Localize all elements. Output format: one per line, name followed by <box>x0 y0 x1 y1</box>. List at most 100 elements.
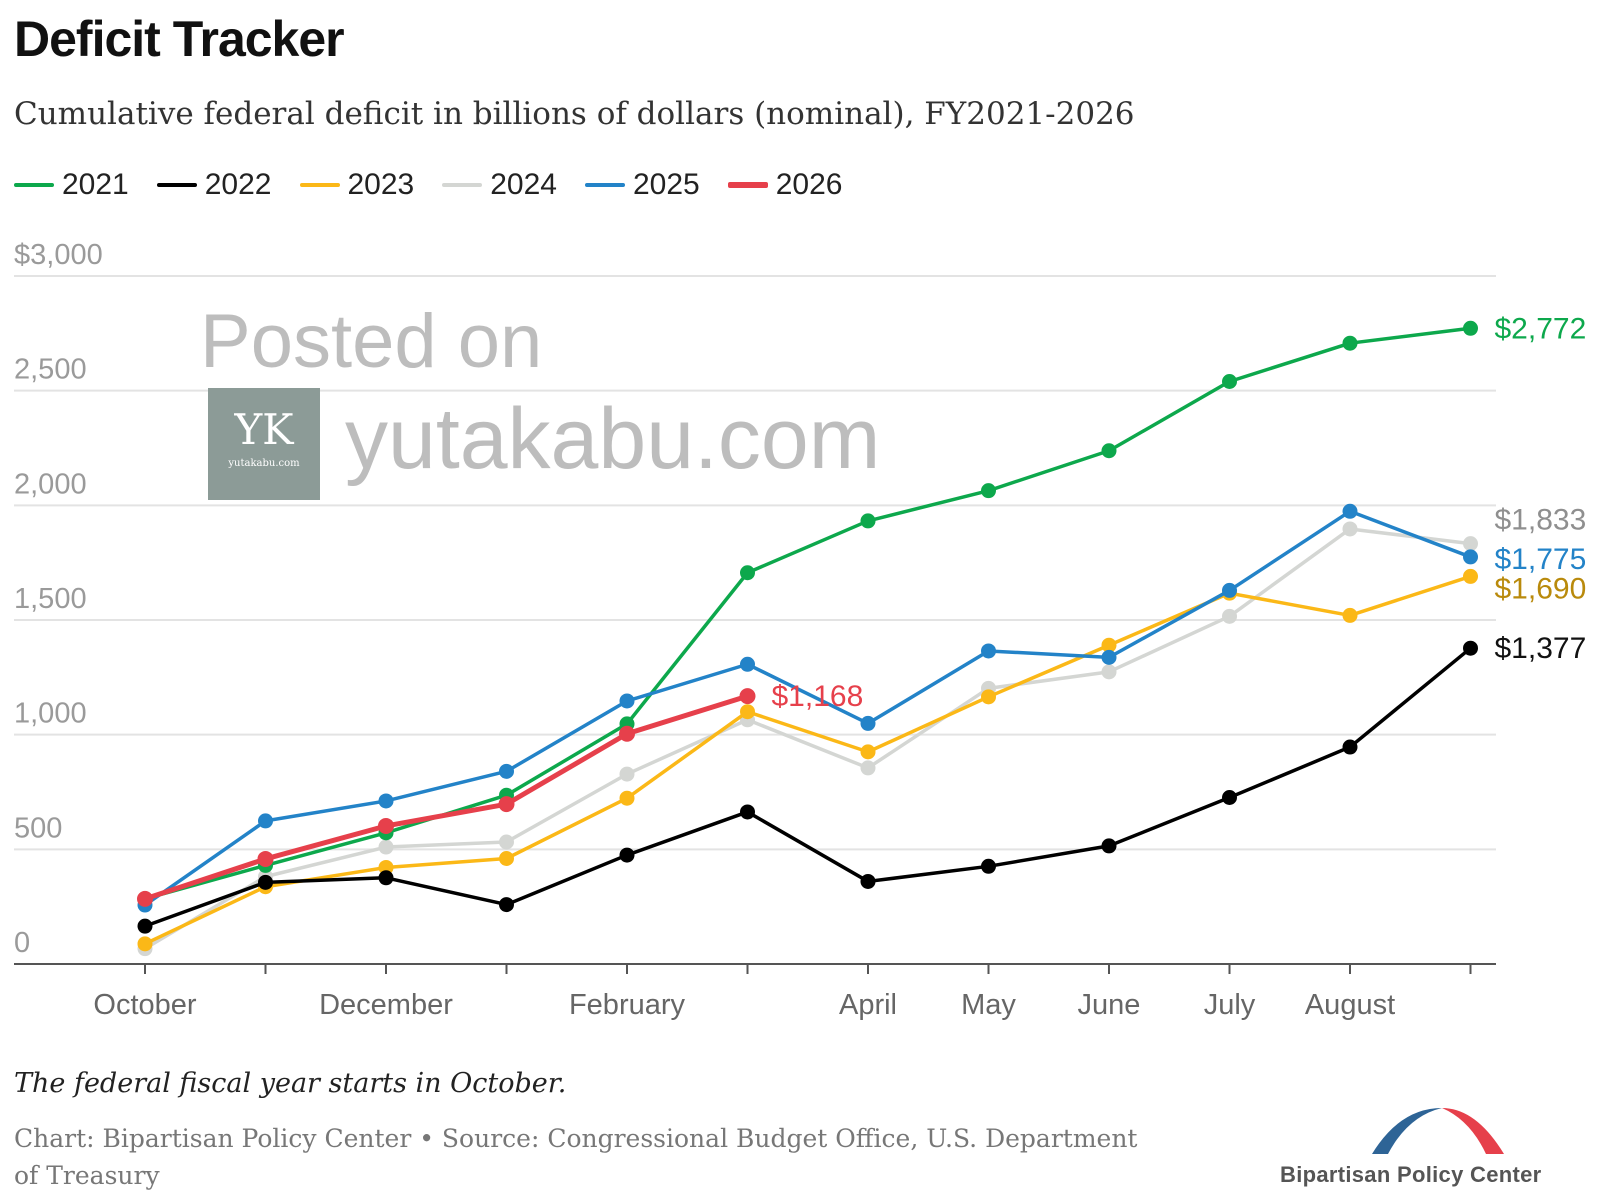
data-point-2025 <box>981 643 996 659</box>
series-layer <box>137 320 1478 957</box>
data-point-2024 <box>378 839 394 855</box>
chart-legend: 2021 2022 2023 2024 2025 2026 <box>14 168 871 202</box>
data-point-2023 <box>137 936 153 952</box>
data-point-2026 <box>378 817 394 834</box>
data-point-2021 <box>860 513 876 529</box>
legend-item-2026: 2026 <box>727 168 843 202</box>
legend-swatch-2021 <box>14 183 54 187</box>
legend-swatch-2024 <box>442 183 483 187</box>
legend-label-2023: 2023 <box>347 168 415 201</box>
data-point-2026 <box>619 725 635 742</box>
legend-swatch-2025 <box>585 183 625 187</box>
data-point-2025 <box>378 793 394 809</box>
data-point-2023 <box>1101 637 1117 653</box>
y-tick-label: 1,500 <box>14 583 87 615</box>
legend-label-2024: 2024 <box>490 168 557 201</box>
legend-swatch-2022 <box>156 183 197 187</box>
y-tick-label: 0 <box>14 927 30 959</box>
data-point-2024 <box>1222 608 1237 624</box>
data-point-2022 <box>1342 739 1358 755</box>
data-point-2022 <box>378 870 394 886</box>
bpc-logo-icon <box>1372 1108 1504 1154</box>
watermark-logo: YK yutakabu.com <box>208 388 320 500</box>
series-line-2023 <box>143 574 1473 946</box>
end-label-2021: $2,772 <box>1495 312 1587 345</box>
data-point-2021 <box>1463 320 1478 336</box>
legend-item-2021: 2021 <box>14 168 129 202</box>
data-point-2023 <box>1342 607 1358 623</box>
data-point-2022 <box>1222 790 1237 806</box>
chart-subtitle: Cumulative federal deficit in billions o… <box>14 96 1135 132</box>
chart-title: Deficit Tracker <box>14 11 345 67</box>
end-label-2025: $1,775 <box>1495 543 1587 576</box>
data-point-2021 <box>1101 443 1117 459</box>
data-point-2023 <box>860 744 876 760</box>
data-point-2022 <box>1101 838 1117 854</box>
data-point-2021 <box>981 483 996 499</box>
watermark-logo-mark: YK <box>234 405 294 454</box>
data-point-2026 <box>739 688 756 705</box>
data-point-2025 <box>1342 503 1358 519</box>
legend-swatch-2026 <box>727 182 768 188</box>
data-point-2022 <box>619 847 635 863</box>
legend-label-2026: 2026 <box>775 168 843 201</box>
watermark-posted-text: Posted on <box>200 299 543 384</box>
x-tick-label: May <box>961 989 1016 1021</box>
series-line-2024 <box>143 527 1473 951</box>
data-point-2025 <box>860 715 876 731</box>
legend-item-2024: 2024 <box>442 168 557 202</box>
data-point-2023 <box>378 859 394 875</box>
data-point-2025 <box>1463 549 1478 565</box>
end-label-2026: $1,168 <box>772 680 864 713</box>
data-point-2022 <box>981 858 996 874</box>
x-tick-label: December <box>319 989 453 1021</box>
x-tick-label: August <box>1305 989 1395 1021</box>
x-tick-label: June <box>1078 989 1141 1021</box>
data-point-2023 <box>740 704 755 720</box>
data-point-2024 <box>1463 536 1478 552</box>
data-point-2021 <box>1222 373 1237 389</box>
legend-label-2021: 2021 <box>62 168 129 201</box>
data-point-2023 <box>499 851 514 867</box>
series-line-2026 <box>142 693 750 902</box>
data-point-2025 <box>1222 582 1237 598</box>
data-point-2022 <box>860 873 876 889</box>
data-point-2024 <box>499 834 514 850</box>
legend-item-2022: 2022 <box>156 168 272 202</box>
data-point-2023 <box>619 790 635 806</box>
data-point-2025 <box>1101 649 1117 665</box>
data-point-2026 <box>137 890 153 907</box>
data-point-2025 <box>499 763 514 779</box>
bpc-brand-text: Bipartisan Policy Center <box>1280 1162 1542 1187</box>
data-point-2022 <box>137 918 153 934</box>
x-tick-label: February <box>569 989 686 1021</box>
data-point-2022 <box>258 874 273 890</box>
watermark-logo-small: yutakabu.com <box>228 458 300 469</box>
data-point-2022 <box>1463 640 1478 656</box>
data-point-2025 <box>740 656 755 672</box>
legend-item-2023: 2023 <box>299 168 415 202</box>
data-point-2024 <box>619 766 635 782</box>
data-point-2021 <box>740 565 755 581</box>
series-line-2021 <box>143 326 1473 901</box>
y-tick-label: $3,000 <box>14 239 103 271</box>
data-point-2023 <box>1463 568 1478 584</box>
end-label-2023: $1,690 <box>1495 572 1587 605</box>
data-point-2024 <box>1101 664 1117 680</box>
end-label-2022: $1,377 <box>1495 632 1587 665</box>
data-point-2023 <box>981 689 996 705</box>
data-point-2021 <box>1342 335 1358 351</box>
data-point-2025 <box>619 693 635 709</box>
data-point-2022 <box>499 897 514 913</box>
chart-note: The federal fiscal year starts in Octobe… <box>14 1068 567 1099</box>
data-point-2022 <box>740 804 755 820</box>
x-tick-label: July <box>1204 989 1256 1021</box>
y-tick-label: 2,000 <box>14 468 87 500</box>
data-point-2024 <box>1342 521 1358 537</box>
y-tick-label: 2,500 <box>14 354 87 386</box>
data-point-2024 <box>860 760 876 776</box>
watermark-site-text: yutakabu.com <box>345 391 881 487</box>
legend-item-2025: 2025 <box>585 168 700 202</box>
axis-layer: 0 500 1,000 1,500 2,000 2,500 $3,000 October Dec… <box>14 239 1496 1021</box>
